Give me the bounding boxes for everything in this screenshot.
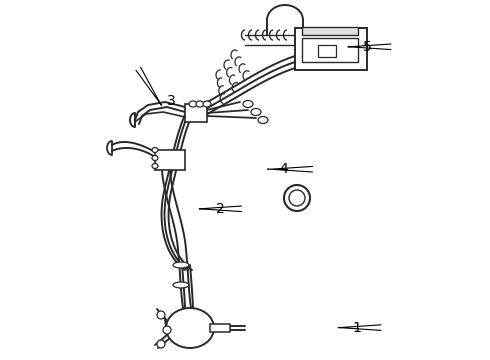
- Circle shape: [157, 311, 165, 319]
- Ellipse shape: [173, 282, 189, 288]
- Bar: [185, 104, 207, 122]
- Text: 2: 2: [216, 202, 224, 216]
- Ellipse shape: [189, 101, 197, 107]
- Bar: [302, 27, 358, 35]
- Bar: [155, 150, 185, 170]
- Circle shape: [157, 340, 165, 348]
- Text: 5: 5: [363, 40, 371, 54]
- Ellipse shape: [152, 148, 158, 153]
- Bar: [295, 28, 367, 70]
- Ellipse shape: [243, 100, 253, 108]
- Text: 4: 4: [279, 162, 288, 176]
- Circle shape: [284, 185, 310, 211]
- Bar: [302, 38, 358, 62]
- Ellipse shape: [173, 262, 189, 268]
- Bar: [210, 324, 230, 332]
- Ellipse shape: [152, 163, 158, 168]
- Ellipse shape: [196, 101, 204, 107]
- Circle shape: [163, 326, 171, 334]
- Ellipse shape: [203, 101, 211, 107]
- Circle shape: [289, 190, 305, 206]
- Ellipse shape: [152, 156, 158, 161]
- Ellipse shape: [258, 117, 268, 123]
- Bar: [318, 45, 336, 57]
- Text: 1: 1: [353, 321, 362, 334]
- Ellipse shape: [251, 108, 261, 116]
- Ellipse shape: [166, 308, 214, 348]
- Text: 3: 3: [167, 94, 175, 108]
